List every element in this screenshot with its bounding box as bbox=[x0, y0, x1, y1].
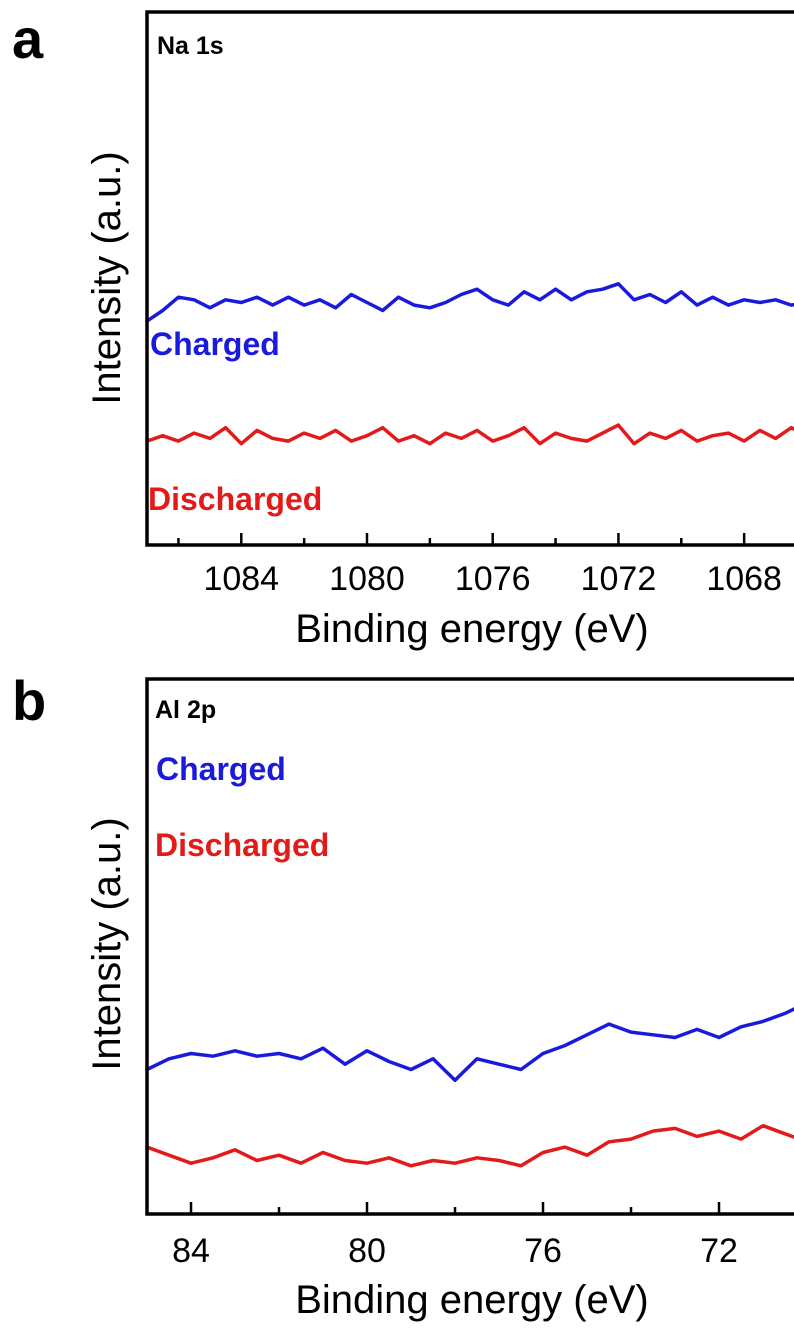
panel-a-title: Na 1s bbox=[157, 32, 224, 60]
panel-a-x-axis-label: Binding energy (eV) bbox=[295, 607, 649, 651]
panel-b: b Al 2p Intensity (a.u.) Binding energy … bbox=[12, 669, 794, 1322]
x-tick-label: 1076 bbox=[455, 560, 531, 598]
series-line-charged bbox=[145, 1007, 794, 1083]
panel-a-ticks: 1084 1080 1076 1072 1068 bbox=[177, 533, 782, 598]
panel-b-title: Al 2p bbox=[155, 696, 216, 724]
x-tick-label: 76 bbox=[524, 1232, 562, 1270]
x-tick-label: 72 bbox=[700, 1232, 738, 1270]
panel-a-series-group bbox=[145, 282, 794, 446]
panel-b-y-axis-label: Intensity (a.u.) bbox=[85, 817, 129, 1070]
panel-b-letter: b bbox=[12, 669, 46, 732]
panel-a-legend-discharged: Discharged bbox=[148, 481, 322, 517]
panel-b-legend-charged: Charged bbox=[156, 751, 286, 787]
series-line-discharged bbox=[145, 1123, 794, 1168]
panel-a-y-axis-label: Intensity (a.u.) bbox=[85, 151, 129, 404]
series-line-charged bbox=[145, 282, 794, 323]
panel-a: a Na 1s Intensity (a.u.) Binding energy … bbox=[12, 7, 794, 651]
panel-a-legend-charged: Charged bbox=[150, 326, 280, 362]
x-tick-label: 1080 bbox=[329, 560, 405, 598]
x-tick-label: 1072 bbox=[581, 560, 657, 598]
x-tick-label: 1068 bbox=[706, 560, 782, 598]
panel-b-x-axis-label: Binding energy (eV) bbox=[295, 1278, 649, 1322]
panel-a-letter: a bbox=[12, 7, 44, 70]
x-tick-label: 80 bbox=[348, 1232, 386, 1270]
x-tick-label: 84 bbox=[172, 1232, 210, 1270]
x-tick-label: 1084 bbox=[203, 560, 279, 598]
panel-b-plot-frame bbox=[145, 677, 794, 1216]
panel-b-ticks: 84 80 76 72 bbox=[172, 1202, 738, 1270]
panel-a-plot-frame bbox=[145, 10, 794, 547]
series-line-discharged bbox=[145, 423, 794, 446]
panel-b-series-group bbox=[145, 1007, 794, 1168]
panel-b-legend-discharged: Discharged bbox=[155, 827, 329, 863]
